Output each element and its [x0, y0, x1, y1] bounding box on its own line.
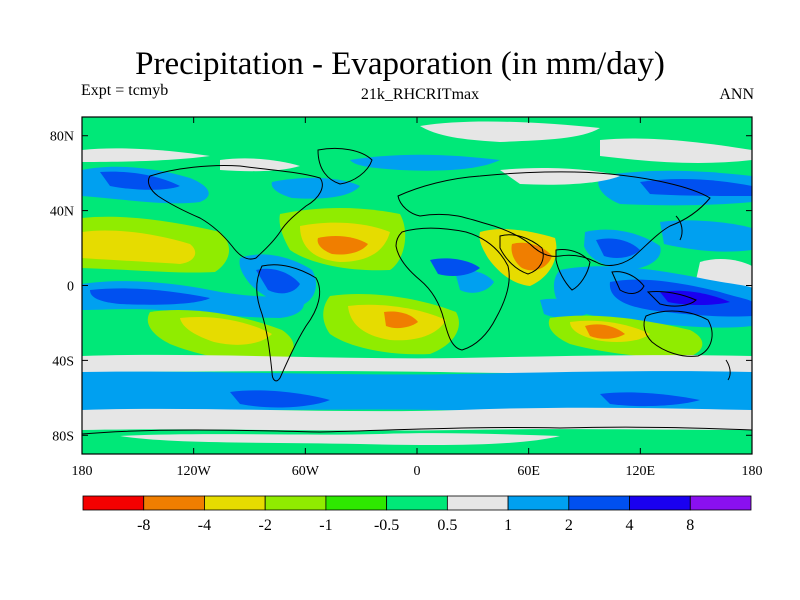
season-label: ANN: [719, 86, 754, 103]
lon-tick-label: 0: [414, 464, 421, 479]
lon-tick-label: 180: [72, 464, 93, 479]
colorbar-label: -2: [259, 517, 272, 534]
colorbar-swatch: [143, 495, 205, 511]
colorbar-swatch: [325, 495, 388, 511]
colorbar: -8 -4 -2 -1 -0.5 0.5 1 2 4 8: [82, 495, 752, 534]
lat-tick-label: 80S: [52, 429, 74, 444]
colorbar-label: -8: [137, 517, 150, 534]
colorbar-label: 4: [626, 517, 634, 534]
latitude-axis: 80N 40N 0 40S 80S: [50, 130, 752, 444]
colorbar-label: 2: [565, 517, 573, 534]
colorbar-label: -1: [319, 517, 332, 534]
colorbar-label: 0.5: [437, 517, 457, 534]
lon-tick-label: 60W: [292, 464, 320, 479]
colorbar-label: -0.5: [374, 517, 399, 534]
pe-contour-field: [82, 117, 752, 454]
lon-tick-label: 60E: [517, 464, 540, 479]
colorbar-label: -4: [198, 517, 211, 534]
lat-tick-label: 40N: [50, 205, 74, 220]
lon-tick-label: 120W: [177, 464, 212, 479]
colorbar-swatch: [629, 495, 691, 511]
run-label: 21k_RHCRITmax: [360, 86, 480, 103]
lat-tick-label: 80N: [50, 130, 74, 145]
lon-tick-label: 120E: [626, 464, 656, 479]
colorbar-swatch: [82, 495, 145, 511]
colorbar-swatch: [689, 495, 752, 511]
longitude-axis: 180 120W 60W 0 60E 120E 180: [72, 117, 763, 479]
colorbar-swatch: [386, 495, 448, 511]
coastline-lines: [82, 147, 752, 435]
colorbar-swatch: [204, 495, 266, 511]
colorbar-label: 1: [504, 517, 512, 534]
chart-title: Precipitation - Evaporation (in mm/day): [135, 46, 665, 82]
experiment-label: Expt = tcmyb: [81, 82, 169, 99]
colorbar-swatch: [507, 495, 570, 511]
lat-tick-label: 0: [67, 280, 74, 295]
colorbar-swatch: [446, 495, 509, 511]
lon-tick-label: 180: [742, 464, 763, 479]
colorbar-label: 8: [686, 517, 694, 534]
lat-tick-label: 40S: [52, 354, 74, 369]
colorbar-swatch: [568, 495, 630, 511]
colorbar-swatch: [264, 495, 327, 511]
